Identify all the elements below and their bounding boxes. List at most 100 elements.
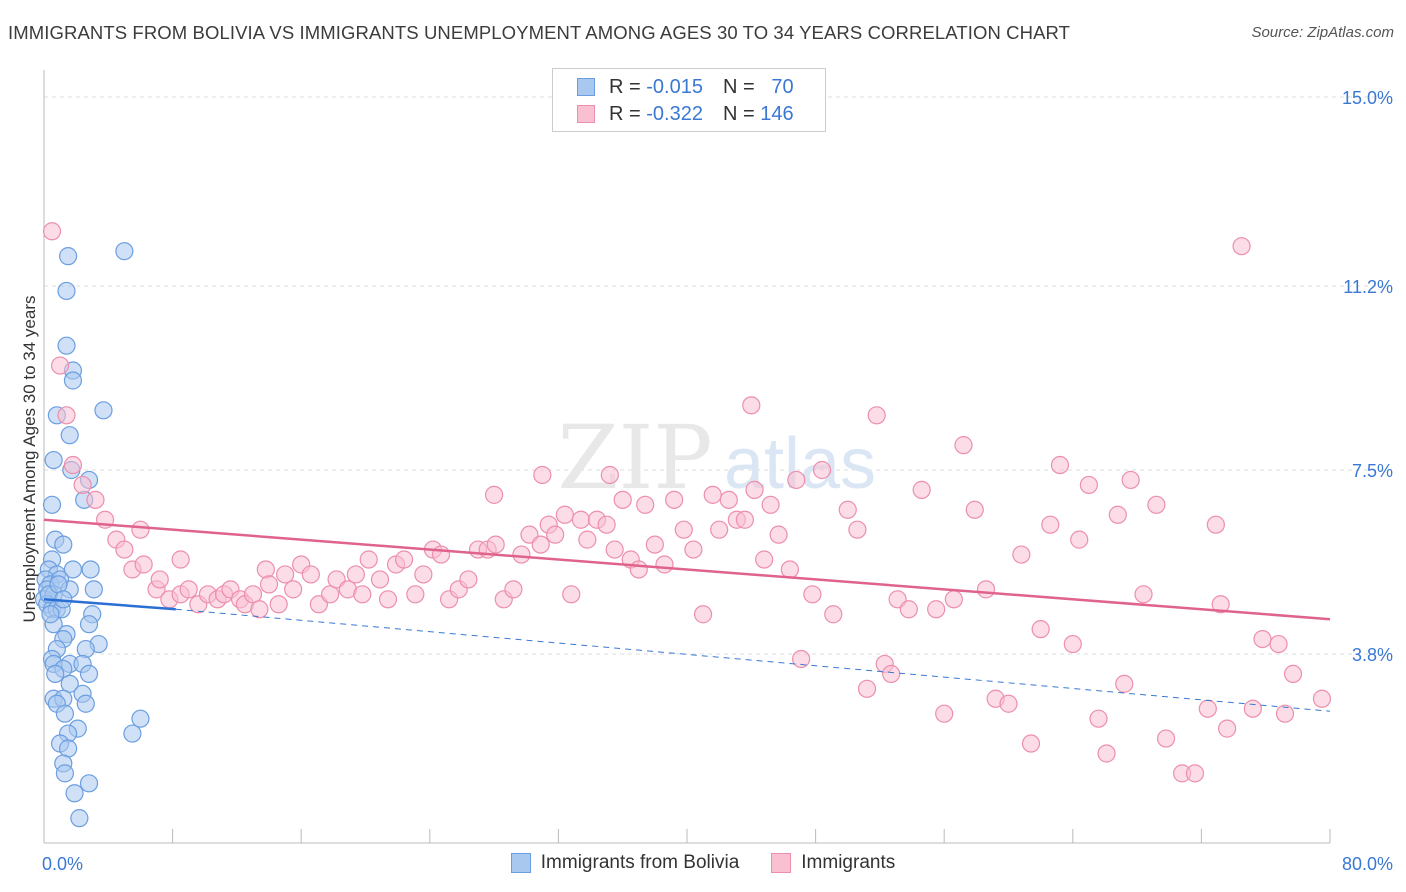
point-bolivia (81, 560, 100, 579)
point-immigrants (1198, 699, 1217, 718)
point-immigrants (1079, 475, 1098, 495)
point-immigrants (1218, 719, 1237, 738)
point-immigrants (1021, 734, 1041, 753)
point-immigrants (562, 585, 581, 604)
point-immigrants (1050, 455, 1070, 475)
point-immigrants (1134, 585, 1153, 604)
point-immigrants (976, 580, 996, 599)
point-immigrants (394, 550, 414, 569)
point-immigrants (359, 550, 378, 569)
trend-line-bolivia (43, 598, 176, 611)
correlation-legend: R = -0.015 N = 70 R = -0.322 N = 146 (552, 68, 826, 132)
point-immigrants (406, 585, 425, 604)
point-immigrants (1156, 729, 1176, 748)
legend-item-immigrants: Immigrants (771, 852, 895, 874)
point-immigrants (935, 704, 954, 723)
point-bolivia (94, 401, 113, 420)
legend-item-bolivia: Immigrants from Bolivia (510, 852, 740, 874)
point-immigrants (600, 465, 619, 485)
point-immigrants (1312, 689, 1332, 708)
point-immigrants (1121, 470, 1140, 490)
legend-r-label: R = (609, 75, 641, 98)
point-immigrants (1031, 620, 1050, 639)
point-immigrants (812, 460, 832, 480)
legend-row-immigrants: R = -0.322 N = 146 (577, 102, 794, 126)
y-tick-label: 11.2% (1343, 277, 1393, 297)
legend-label-bolivia: Immigrants from Bolivia (540, 852, 740, 873)
watermark-zip: ZIP (557, 406, 712, 509)
point-immigrants (57, 406, 76, 425)
point-immigrants (431, 545, 451, 564)
point-immigrants (605, 540, 624, 559)
point-immigrants (63, 455, 83, 475)
gridlines (44, 96, 1395, 655)
point-bolivia (41, 605, 60, 624)
point-immigrants (459, 570, 478, 589)
point-immigrants (301, 565, 320, 584)
point-bolivia (57, 281, 76, 301)
point-immigrants (485, 485, 504, 504)
point-immigrants (131, 520, 150, 539)
point-bolivia (79, 615, 99, 634)
point-immigrants (965, 500, 984, 519)
point-immigrants (645, 535, 664, 554)
legend-n-label: N = (722, 102, 755, 125)
point-bolivia (42, 495, 62, 514)
legend-r-label: R = (609, 102, 641, 125)
point-bolivia (70, 809, 89, 828)
point-immigrants (710, 520, 729, 539)
legend-swatch-bolivia (510, 853, 531, 873)
point-immigrants (1253, 629, 1272, 649)
point-immigrants (944, 590, 963, 609)
point-immigrants (629, 560, 648, 579)
tick-labels: 3.8% 7.5% 11.2% 15.0% 0.0% 80.0% (42, 88, 1393, 874)
point-immigrants (50, 356, 70, 375)
point-immigrants (655, 555, 674, 574)
point-immigrants (1185, 764, 1205, 783)
point-bolivia (55, 764, 74, 783)
point-immigrants (1115, 674, 1134, 693)
point-bolivia (54, 535, 73, 554)
legend-swatch-bolivia (577, 78, 595, 96)
legend-n-label: N = (722, 75, 755, 98)
point-immigrants (414, 565, 433, 584)
legend-n-value: 146 (760, 102, 794, 125)
axes (43, 70, 1331, 844)
point-immigrants (546, 525, 565, 544)
point-immigrants (899, 600, 918, 619)
point-immigrants (719, 490, 738, 509)
point-immigrants (693, 605, 713, 624)
point-immigrants (761, 495, 780, 514)
y-tick-label: 7.5% (1352, 461, 1393, 481)
point-immigrants (787, 470, 806, 490)
point-immigrants (999, 694, 1018, 713)
point-bolivia (84, 580, 103, 599)
point-immigrants (115, 540, 134, 559)
point-immigrants (1269, 634, 1288, 654)
point-bolivia (115, 242, 134, 261)
point-immigrants (1097, 744, 1116, 763)
point-immigrants (755, 550, 774, 569)
x-tick-label: 80.0% (1342, 854, 1393, 874)
point-immigrants (674, 520, 693, 539)
point-immigrants (912, 480, 931, 499)
point-immigrants (571, 510, 591, 529)
point-bolivia (131, 709, 150, 728)
point-immigrants (838, 500, 857, 519)
y-tick-label: 3.8% (1352, 645, 1393, 665)
point-immigrants (531, 535, 550, 554)
point-immigrants (276, 565, 295, 584)
point-immigrants (73, 475, 92, 495)
point-immigrants (150, 570, 169, 589)
point-immigrants (636, 495, 655, 514)
y-axis-label: Unemployment Among Ages 30 to 34 years (20, 295, 39, 623)
chart-title: IMMIGRANTS FROM BOLIVIA VS IMMIGRANTS UN… (8, 22, 1071, 43)
point-immigrants (882, 664, 901, 684)
point-bolivia (65, 784, 84, 803)
series-bolivia-points (34, 242, 150, 828)
point-immigrants (42, 222, 62, 241)
point-immigrants (378, 590, 398, 609)
point-bolivia (63, 560, 83, 579)
point-immigrants (134, 555, 153, 574)
